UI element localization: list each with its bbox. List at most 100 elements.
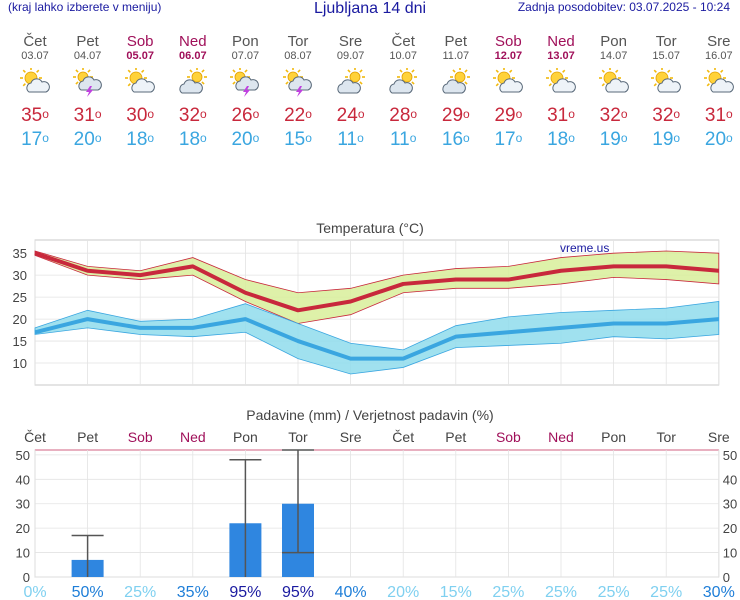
max-temperature: 24o: [336, 105, 365, 126]
precipitation-probability: 30%: [703, 584, 735, 600]
x-tick-label: Pet: [445, 429, 466, 445]
day-name: Tor: [287, 33, 309, 50]
min-temperature: 17o: [21, 129, 49, 150]
precipitation-probability: 25%: [545, 584, 577, 600]
max-temperature-value: 35: [21, 105, 43, 126]
max-temperature: 31o: [704, 105, 733, 126]
min-temperature-value: 16: [441, 129, 464, 150]
day-name: Sob: [495, 33, 522, 50]
max-temperature-value: 28: [389, 105, 411, 126]
day-date: 12.07: [494, 50, 523, 62]
x-tick-label: Čet: [24, 429, 46, 445]
forecast-day: Čet 03.07 35o 17o: [9, 34, 61, 152]
x-tick-label: Tor: [656, 429, 676, 445]
min-temperature-value: 11: [337, 129, 358, 150]
min-temperature: 18o: [547, 129, 575, 150]
thunderstorm-icon: [72, 67, 103, 98]
y-tick-label-left: 50: [16, 448, 30, 463]
temperature-chart: 10 15 20 25 30 35 Temperatura (°C) vreme.us: [13, 220, 720, 386]
day-date: 14.07: [599, 50, 628, 62]
min-temperature: 19o: [652, 129, 681, 150]
min-temperature: 16o: [441, 129, 470, 150]
day-name: Sre: [707, 33, 731, 50]
max-temperature: 35o: [21, 105, 49, 126]
max-temperature: 28o: [389, 105, 418, 126]
max-temperature: 32o: [652, 105, 681, 126]
day-name: Tor: [655, 33, 677, 50]
y-tick-label-left: 10: [16, 546, 30, 561]
max-temperature: 26o: [231, 105, 260, 126]
min-temperature-value: 20: [231, 129, 253, 150]
y-tick-label: 35: [13, 246, 27, 261]
day-date: 06.07: [179, 50, 207, 62]
max-temperature: 31o: [73, 105, 102, 126]
max-temperature-line: [34, 251, 719, 313]
min-temperature-value: 20: [704, 129, 727, 150]
max-temperature-value: 31: [547, 105, 569, 126]
day-date: 13.07: [547, 50, 575, 62]
precipitation-chart: Padavine (mm) / Verjetnost padavin (%) Če…: [16, 407, 738, 600]
y-tick-label-left: 20: [16, 521, 30, 536]
forecast-day: Sre 09.07 24o 11o: [325, 34, 377, 152]
day-date: 08.07: [284, 50, 312, 62]
day-name: Sob: [126, 33, 154, 50]
precipitation-probability: 25%: [124, 584, 156, 600]
min-temperature: 20o: [231, 129, 260, 150]
forecast-day: Pet 11.07 29o 16o: [430, 34, 482, 152]
y-tick-label-right: 10: [723, 546, 737, 561]
max-temperature-value: 26: [231, 105, 253, 126]
y-tick-label: 25: [13, 290, 27, 305]
forecast-day: Sre 16.07 31o 20o: [693, 34, 740, 152]
day-date: 11.07: [442, 50, 470, 62]
min-temperature-value: 18: [178, 129, 201, 150]
y-tick-label: 15: [13, 334, 27, 349]
x-tick-label: Čet: [392, 429, 414, 445]
y-tick-label-left: 0: [23, 570, 30, 585]
x-tick-label: Ned: [180, 429, 206, 445]
watermark: vreme.us: [560, 241, 609, 255]
max-temperature: 30o: [126, 105, 155, 126]
min-temperature-value: 18: [126, 129, 148, 150]
cloud-sun-icon: [441, 67, 471, 98]
min-temperature-value: 18: [547, 129, 569, 150]
min-temperature: 20o: [704, 129, 733, 150]
day-date: 16.07: [705, 50, 733, 62]
forecast-day: Pon 07.07 26o 20o: [219, 34, 271, 152]
cloud-sun-icon: [336, 67, 366, 98]
day-name: Ned: [547, 33, 575, 50]
precipitation-probability: 40%: [335, 584, 367, 600]
forecast-day: Čet 10.07 28o 11o: [377, 34, 429, 152]
x-tick-label: Pet: [77, 429, 98, 445]
y-tick-label-left: 40: [16, 472, 30, 487]
location-hint: (kraj lahko izberete v meniju): [8, 0, 162, 14]
min-temperature-value: 19: [652, 129, 674, 150]
day-date: 07.07: [231, 50, 260, 62]
chart-title: Padavine (mm) / Verjetnost padavin (%): [246, 407, 493, 423]
y-tick-label-right: 50: [723, 448, 737, 463]
y-tick-label-right: 40: [723, 472, 737, 487]
min-temperature-value: 19: [599, 129, 621, 150]
x-tick-label: Ned: [548, 429, 574, 445]
forecast-day: Pet 04.07 31o 20o: [62, 34, 114, 152]
day-date: 10.07: [389, 50, 417, 62]
x-tick-label: Tor: [288, 429, 308, 445]
y-tick-label-right: 20: [723, 521, 737, 536]
day-name: Ned: [179, 33, 207, 50]
page-title: Ljubljana 14 dni: [313, 0, 427, 17]
day-date: 04.07: [73, 50, 102, 62]
precipitation-probability: 0%: [23, 584, 46, 600]
precipitation-probability: 50%: [72, 584, 104, 600]
y-tick-label: 10: [13, 356, 27, 371]
sun-cloud-icon: [703, 67, 734, 98]
max-temperature: 31o: [547, 105, 575, 126]
min-temperature-value: 20: [73, 129, 95, 150]
sun-cloud-icon: [651, 67, 682, 98]
min-temperature: 15o: [284, 129, 312, 150]
max-temperature: 32o: [178, 105, 207, 126]
max-temperature: 29o: [441, 105, 470, 126]
thunderstorm-icon: [283, 67, 313, 98]
sun-cloud-icon: [20, 67, 50, 98]
precipitation-probability: 95%: [282, 584, 314, 600]
day-name: Čet: [23, 33, 47, 50]
x-tick-label: Sre: [340, 429, 362, 445]
